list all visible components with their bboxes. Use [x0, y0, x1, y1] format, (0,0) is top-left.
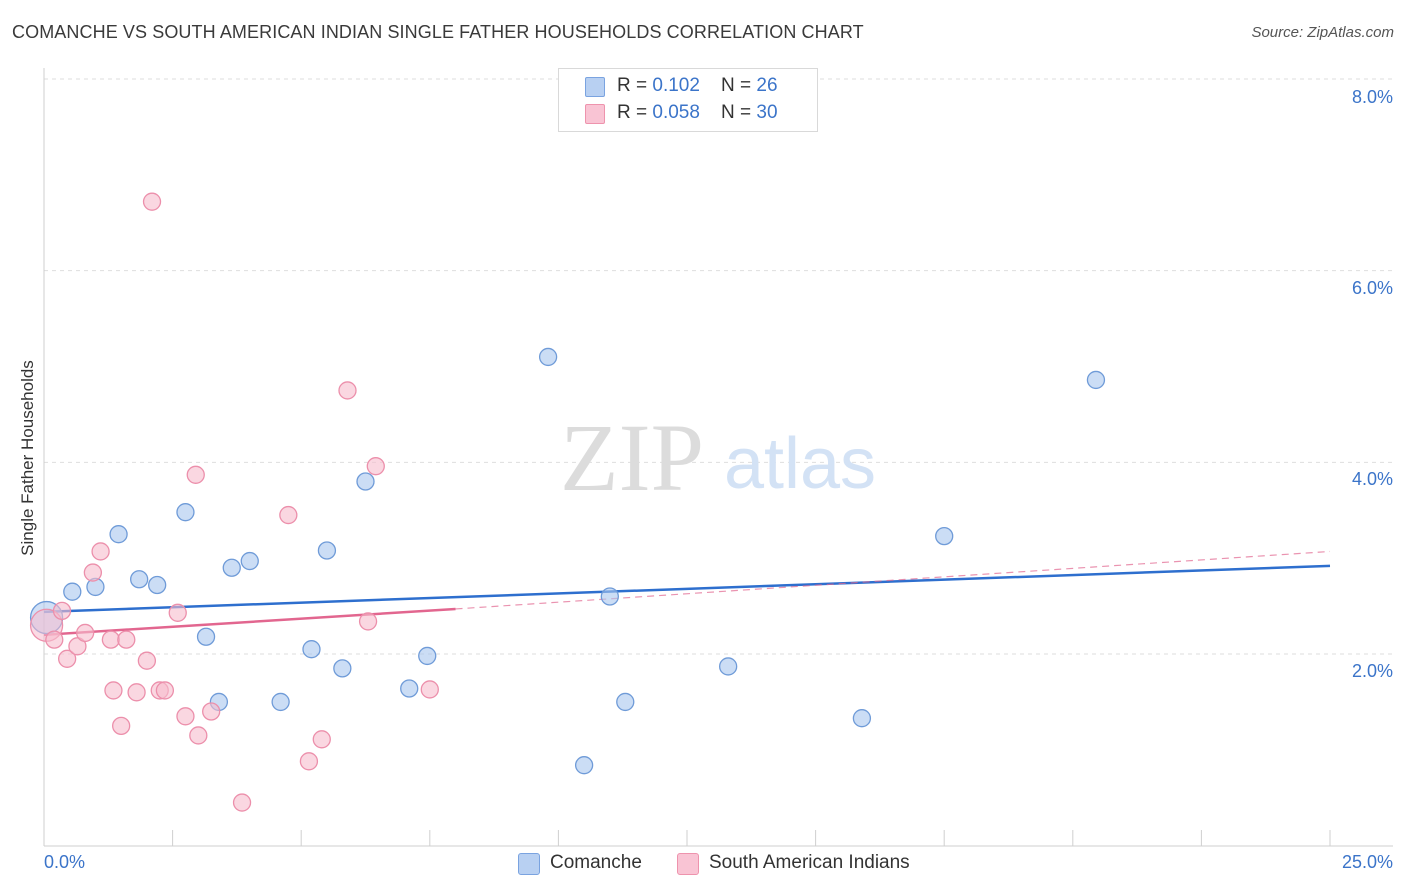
data-point-series-0-25 — [1086, 370, 1106, 390]
data-point-series-0-21 — [616, 692, 635, 712]
axes — [43, 68, 1393, 847]
legend-n-value: 26 — [756, 75, 778, 96]
trend-dashed-series-1 — [455, 550, 1331, 610]
data-point-series-1-19 — [186, 465, 205, 484]
legend-n-value: 30 — [756, 102, 778, 123]
series-legend: Comanche South American Indians — [0, 852, 1406, 876]
series-label-comanche: Comanche — [550, 852, 642, 873]
data-point-series-1-3 — [57, 649, 77, 668]
trend-line-series-0 — [43, 564, 1331, 614]
data-point-series-1-10 — [112, 716, 131, 736]
data-point-series-1-22 — [232, 793, 252, 812]
data-point-series-0-3 — [109, 525, 128, 544]
y-tick-label-6: 6.0% — [1351, 278, 1393, 298]
data-point-series-1-23 — [279, 505, 298, 525]
x-tick-label-min: 0.0% — [44, 852, 86, 872]
data-point-series-1-2 — [52, 601, 72, 621]
data-point-series-0-7 — [196, 627, 216, 646]
watermark-zip: ZIP — [560, 404, 704, 511]
data-point-series-0-14 — [333, 659, 352, 678]
stats-legend: R = 0.102 N = 26 R = 0.058 N = 30 — [558, 68, 818, 132]
data-point-series-1-27 — [358, 612, 378, 631]
data-points — [29, 192, 1106, 812]
data-point-series-0-4 — [130, 570, 149, 589]
y-tick-label-4: 4.0% — [1351, 469, 1393, 489]
legend-swatch-comanche — [585, 77, 605, 97]
data-point-series-1-29 — [420, 680, 439, 699]
data-point-series-0-5 — [148, 575, 167, 595]
legend-n-label: N = — [721, 75, 757, 96]
data-point-series-1-17 — [168, 603, 187, 622]
data-point-series-1-16 — [155, 681, 175, 700]
data-point-series-0-1 — [63, 582, 82, 601]
legend-r-label: R = — [617, 102, 653, 123]
data-point-series-0-11 — [271, 692, 290, 712]
data-point-series-1-6 — [83, 563, 103, 582]
data-point-series-0-18 — [538, 347, 558, 367]
data-point-series-0-13 — [317, 541, 337, 560]
trend-line-series-1 — [43, 607, 456, 637]
legend-r-label: R = — [617, 75, 653, 96]
data-point-series-0-9 — [222, 558, 241, 577]
data-point-series-1-12 — [127, 683, 146, 702]
data-point-series-1-5 — [76, 623, 95, 643]
data-point-series-0-6 — [176, 503, 195, 522]
y-tick-label-8: 8.0% — [1351, 87, 1393, 107]
data-point-series-1-8 — [101, 630, 121, 649]
data-point-series-0-17 — [418, 646, 437, 666]
data-point-series-1-14 — [142, 192, 162, 211]
data-point-series-1-26 — [338, 381, 357, 400]
chart-source: Source: ZipAtlas.com — [1251, 24, 1394, 41]
series-swatch-south-american-indians — [677, 853, 699, 875]
data-point-series-0-19 — [574, 756, 594, 775]
data-point-series-1-24 — [299, 752, 319, 771]
legend-swatch-south-american-indians — [585, 104, 605, 124]
data-point-series-0-22 — [719, 657, 738, 676]
legend-n-label: N = — [721, 102, 757, 123]
data-point-series-0-10 — [240, 551, 259, 571]
data-point-series-1-13 — [137, 651, 157, 670]
legend-r-value: 0.058 — [652, 102, 700, 123]
data-point-series-1-18 — [176, 707, 195, 726]
data-point-series-0-12 — [302, 640, 321, 659]
series-swatch-comanche — [518, 853, 540, 875]
data-point-series-0-23 — [852, 709, 872, 728]
watermark-atlas: atlas — [724, 424, 876, 504]
data-point-series-0-20 — [600, 587, 619, 606]
data-point-series-0-24 — [935, 526, 954, 546]
data-point-series-1-9 — [104, 681, 123, 700]
data-point-series-1-7 — [91, 542, 110, 561]
chart-title: COMANCHE VS SOUTH AMERICAN INDIAN SINGLE… — [12, 22, 864, 42]
data-point-series-1-1 — [45, 630, 64, 649]
x-axis-ticks — [43, 830, 1331, 846]
x-tick-label-max: 25.0% — [1341, 852, 1393, 872]
data-point-series-0-15 — [356, 472, 375, 491]
data-point-series-1-11 — [117, 630, 136, 649]
data-point-series-1-25 — [312, 730, 331, 749]
data-point-series-1-28 — [366, 457, 385, 476]
y-tick-label-2: 2.0% — [1351, 661, 1393, 681]
data-point-series-1-21 — [202, 702, 221, 721]
legend-r-value: 0.102 — [652, 75, 700, 96]
series-label-south-american-indians: South American Indians — [709, 852, 910, 873]
data-point-series-1-20 — [189, 726, 208, 745]
data-point-series-0-16 — [400, 679, 419, 698]
watermark: ZIP atlas — [560, 404, 876, 511]
